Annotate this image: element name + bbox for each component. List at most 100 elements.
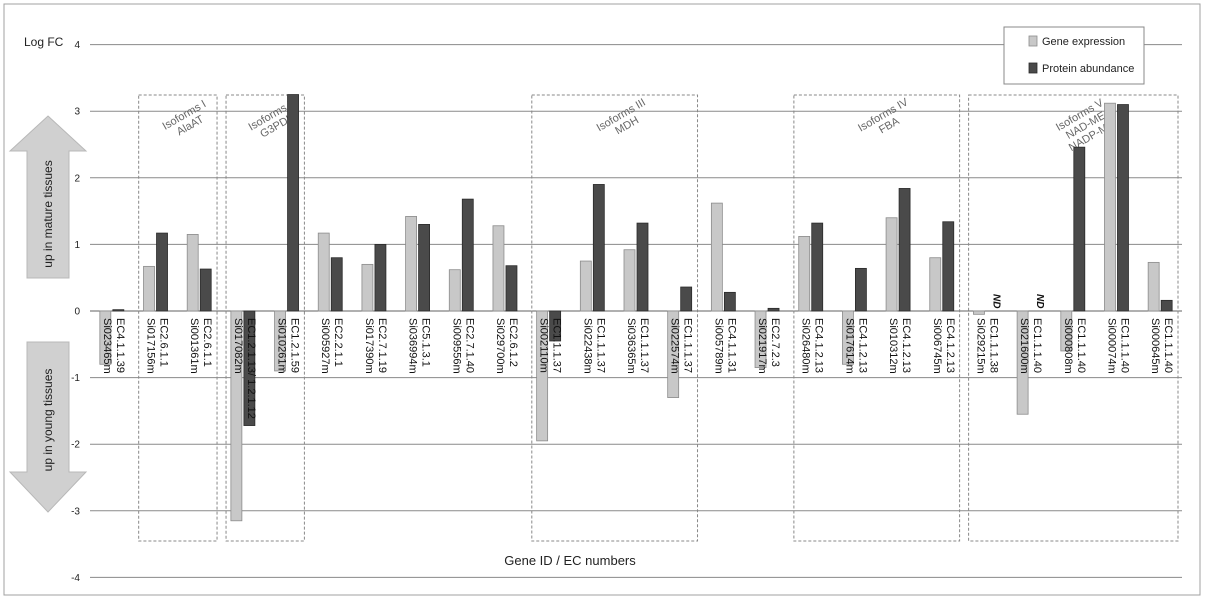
nd-label: ND [990,294,1001,308]
gene-id-label: Si029700m [494,318,506,374]
protein-abundance-bar [1117,104,1129,312]
ec-number-label: EC4.1.2.13 [813,318,825,373]
gene-expression-bar [143,265,155,312]
protein-abundance-bar [330,257,343,312]
protein-abundance-bar [1160,299,1173,312]
ec-number-label: EC2.7.1.40 [463,318,475,373]
gene-expression-bar [667,310,680,398]
legend-swatch-gene-expression [1028,35,1038,47]
gene-id-label: Si021917m [756,318,768,374]
gene-expression-bar [186,234,199,312]
y-tick-label: 4 [74,40,80,51]
legend-swatch-protein-abundance [1028,62,1038,74]
protein-abundance-bar [418,224,431,312]
protein-abundance-bar [942,221,955,312]
ec-number-label: EC1.1.1.37 [551,318,563,373]
gene-id-label: Si001361m [188,318,200,374]
gene-expression-bar [1060,310,1073,352]
y-tick-label: -4 [71,573,80,584]
gene-id-label: Si026480m [800,318,812,374]
gene-id-label: Si017614m [843,318,855,374]
ec-number-label: EC1.2.1.13/ 1.2.1.12 [245,318,257,419]
protein-abundance-bar [811,222,824,312]
isoform-group-label: Isoforms IIIMDH [595,97,654,145]
gene-id-label: Si036994m [407,318,419,374]
gene-expression-bar [448,269,461,312]
gene-expression-bar [317,232,330,312]
protein-abundance-bar [112,309,125,312]
x-axis-title: Gene ID / EC numbers [504,553,636,568]
gene-id-label: Si017390m [363,318,375,374]
gene-expression-bar [1016,310,1029,415]
ec-number-label: EC4.1.2.13 [944,318,956,373]
protein-abundance-bar [243,310,256,426]
protein-abundance-bar [1073,146,1086,312]
protein-abundance-bar [199,268,212,312]
ec-number-label: EC4.1.2.13 [900,318,912,373]
down-arrow-label: up in young tissues [41,369,55,472]
gene-expression-bar [492,225,505,312]
protein-abundance-bar [898,188,911,312]
gene-id-label: Si010261m [276,318,288,374]
protein-abundance-bar [461,198,474,312]
y-tick-label: -1 [71,373,80,384]
gene-id-label: Si006745m [931,318,943,374]
isoform-group-box [968,94,1179,542]
protein-abundance-bar [680,286,693,312]
gene-id-label: Si009556m [450,318,462,374]
y-axis-label: Log FC [24,35,64,49]
gene-id-label: Si002110m [538,318,550,373]
gene-expression-bar [536,310,549,442]
isoform-group-label: Isoforms IAlaAT [160,98,214,143]
y-tick-label: 1 [74,240,80,251]
gene-expression-bar [274,310,286,372]
chart-frame [3,3,1201,596]
up-arrow-icon [8,115,88,279]
gene-id-label: Si023465m [101,318,113,374]
legend-box [1003,26,1145,85]
ec-number-label: EC1.1.1.40 [1118,318,1130,373]
gene-expression-bar [710,202,723,312]
ec-number-label: EC4.1.1.31 [725,318,737,373]
gene-expression-bar [1147,261,1160,312]
y-tick-label: -2 [71,440,80,451]
ec-number-label: EC2.6.1.1 [158,318,170,367]
protein-abundance-bar [855,267,867,312]
ec-number-label: EC1.1.1.38 [987,318,999,373]
gene-expression-bar [929,257,942,312]
ec-number-label: EC4.1.1.39 [114,318,126,373]
ec-number-label: EC1.2.1.59 [289,318,301,373]
ec-number-label: EC2.6.1.1 [201,318,213,367]
isoform-group-label: Isoforms IVFBA [856,96,917,145]
up-arrow-label: up in mature tissues [41,160,55,267]
gene-id-label: Si000645m [1149,318,1161,374]
y-tick-label: -3 [71,506,80,517]
gene-expression-bar [1104,102,1116,312]
y-tick-label: 3 [74,107,80,118]
ec-number-label: EC1.1.1.37 [594,318,606,373]
gene-expression-bar [798,236,811,312]
gene-expression-bar [99,310,112,365]
gene-expression-bar [623,249,636,312]
isoform-group-box [138,94,218,542]
gene-expression-bar [405,216,418,312]
gene-expression-bar [230,310,243,522]
gene-expression-bar [579,260,592,312]
legend-label-protein-abundance: Protein abundance [1042,63,1134,75]
gene-id-label: Si000808m [1062,318,1074,374]
ec-number-label: EC2.7.2.3 [769,318,781,367]
gene-id-label: Si017156m [145,318,157,374]
gene-expression-bar [973,310,985,315]
protein-abundance-bar [767,307,780,312]
ec-number-label: EC1.1.1.37 [682,318,694,373]
ec-number-label: EC5.1.3.1 [420,318,432,367]
ec-number-label: EC2.2.1.1 [332,318,344,367]
ec-number-label: EC4.1.2.13 [856,318,868,373]
ec-number-label: EC2.7.1.19 [376,318,388,373]
gene-id-label: Si036365m [625,318,637,374]
protein-abundance-bar [549,310,562,342]
gene-id-label: Si010312m [887,318,899,374]
y-tick-label: 0 [74,307,80,318]
gene-id-label: Si000074m [1105,318,1117,374]
